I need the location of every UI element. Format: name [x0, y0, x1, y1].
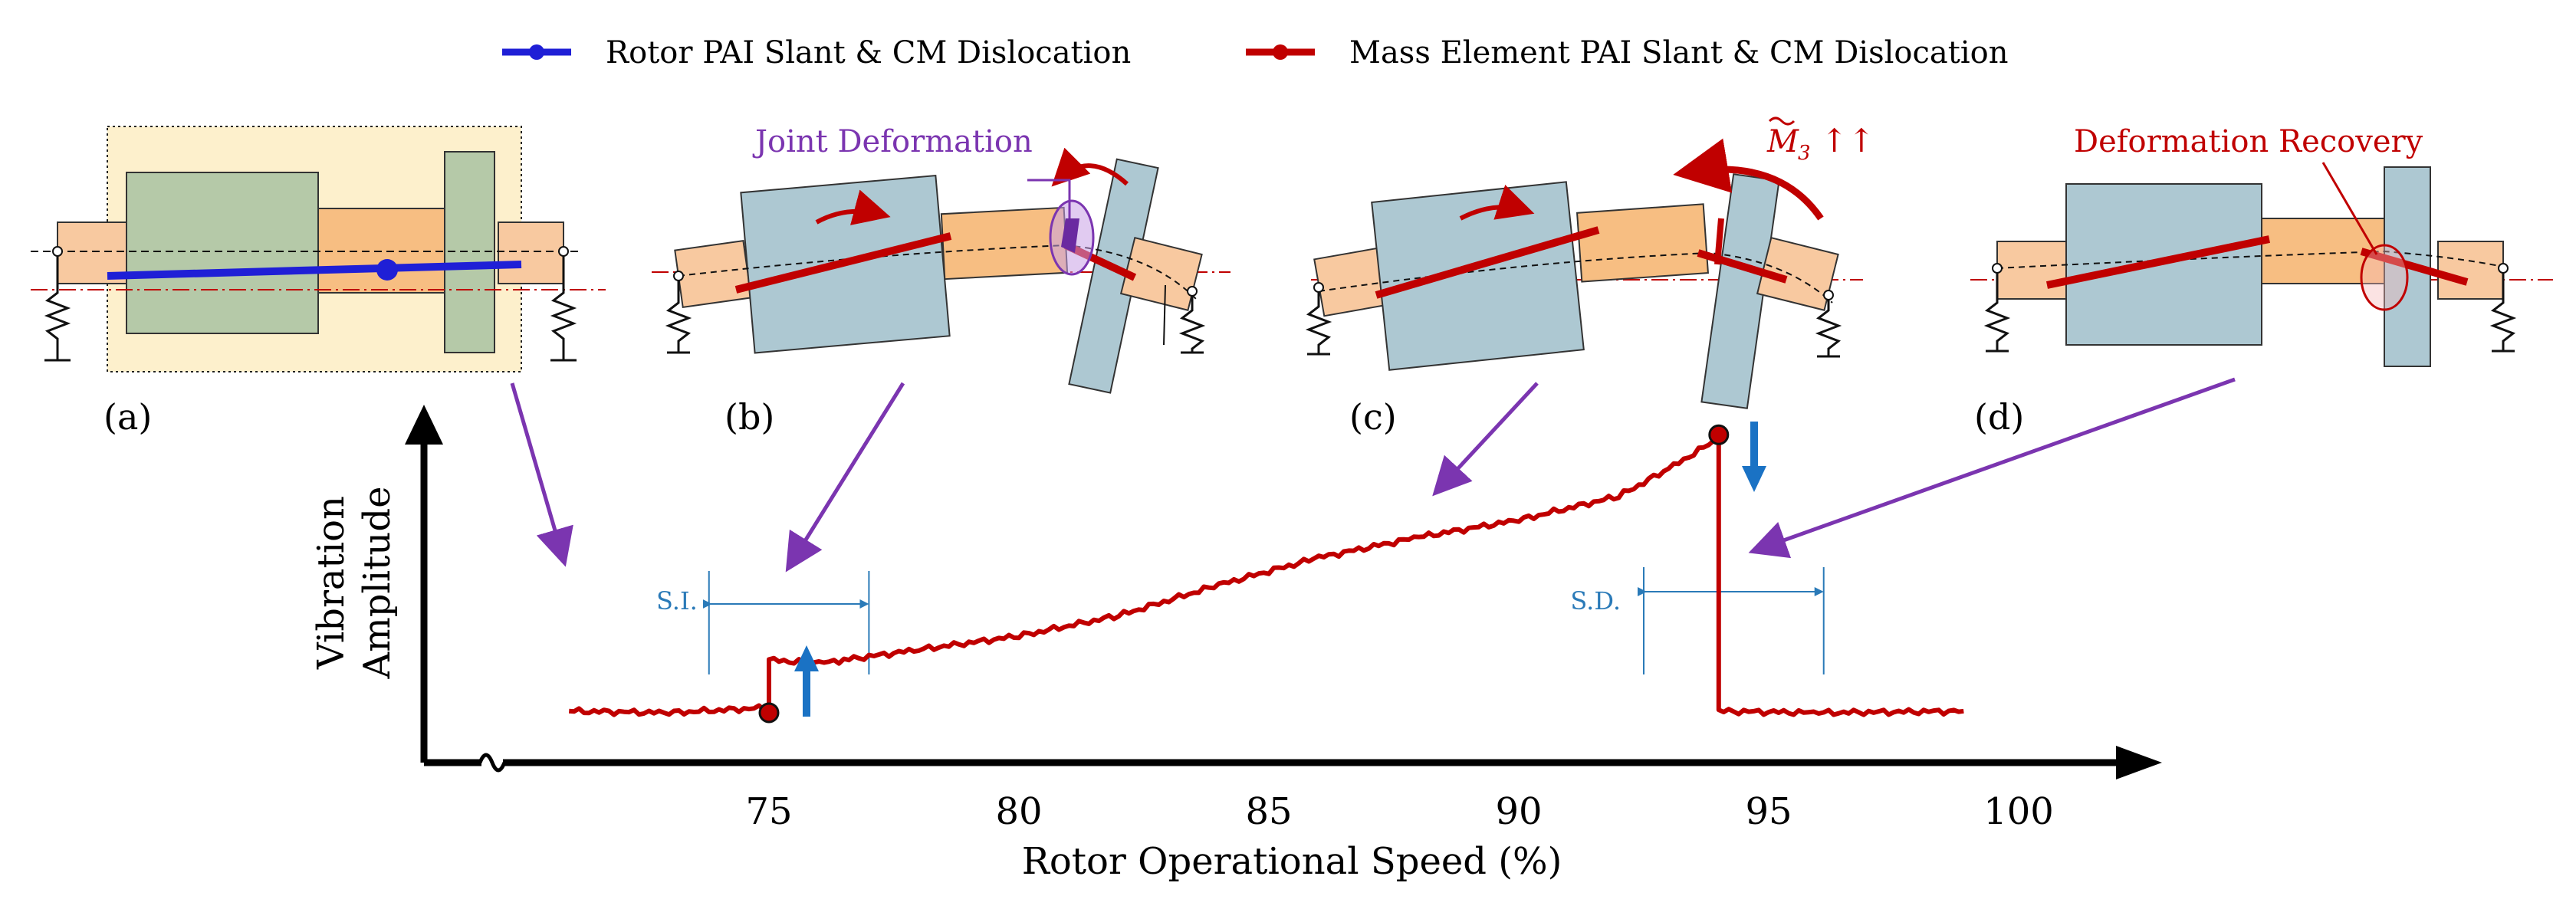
panel-c-left-spring-icon — [1305, 292, 1332, 356]
panel-d-left-bearing-icon — [1992, 263, 2003, 274]
y-axis-label-line1: Vibration — [310, 496, 353, 670]
jump-down-head — [1742, 466, 1766, 492]
panel-c-rotor-tilt-line — [1375, 226, 1600, 299]
legend-mass-label: Mass Element PAI Slant & CM Dislocation — [1349, 35, 2008, 71]
panel-c-mass-tilt-line — [1697, 249, 1788, 284]
panel-b-deflection-line — [678, 244, 1197, 300]
legend: Rotor PAI Slant & CM Dislocation Mass El… — [502, 35, 2008, 71]
panel-d: Deformation Recovery (d) — [1970, 124, 2553, 438]
x-tick-label: 90 — [1495, 790, 1542, 833]
panel-c-shaft-middle — [1576, 203, 1710, 283]
pointer-arrow-b — [785, 382, 905, 573]
panel-a-rotor-cm-marker — [376, 259, 398, 281]
x-tick-labels: 75 80 85 90 95 100 — [745, 790, 2053, 833]
panel-a-left-spring-icon — [44, 256, 71, 362]
panel-b-right-bearing-icon — [1187, 286, 1198, 297]
legend-mass-marker — [1273, 44, 1288, 60]
legend-rotor-label: Rotor PAI Slant & CM Dislocation — [606, 35, 1131, 71]
panel-d-recovery-ellipse — [2360, 244, 2409, 311]
si-region: S.I. — [656, 571, 870, 674]
panel-c-left-bearing-icon — [1313, 282, 1324, 293]
sd-region: S.D. — [1570, 567, 1825, 674]
x-tick-label: 85 — [1245, 790, 1292, 833]
panel-a-right-shaft-end — [498, 222, 564, 284]
panel-d-right-spring-icon — [2489, 273, 2517, 353]
panel-c-right-spring-icon — [1815, 300, 1842, 358]
moment-arrows: ↑↑ — [1821, 122, 1875, 159]
x-tick-label: 95 — [1745, 790, 1792, 833]
panel-b: Joint Deformation (b) — [652, 124, 1230, 438]
panel-d-deflection-line — [1996, 250, 2504, 269]
panel-b-shaft-middle — [940, 206, 1069, 281]
panel-b-right-shaft-end — [1119, 237, 1203, 311]
pointer-arrow-d — [1748, 377, 2236, 559]
x-tick-label: 100 — [1983, 790, 2054, 833]
x-tick-label: 75 — [745, 790, 792, 833]
panel-c-joint-mark — [1714, 218, 1724, 265]
pointer-arrow-c — [1432, 382, 1539, 497]
x-axis-label: Rotor Operational Speed (%) — [1022, 840, 1562, 883]
panel-d-right-shaft-end — [2437, 241, 2504, 300]
panel-a-right-bearing-icon — [558, 246, 569, 257]
pointer-arrows — [510, 377, 2236, 573]
panel-c-deflection-line — [1318, 251, 1833, 304]
panel-d-mass-tilt-line — [2360, 248, 2469, 286]
transition-marker — [758, 702, 780, 724]
panel-d-left-shaft-end — [1996, 241, 2067, 300]
transition-marker — [1708, 424, 1730, 445]
panel-c: M 3 ↑↑ (c) — [1305, 116, 1875, 438]
panel-c-label: (c) — [1349, 396, 1397, 438]
x-axis-arrowhead — [2116, 746, 2162, 779]
panel-b-label: (b) — [724, 396, 774, 438]
panel-b-right-spring-icon — [1178, 296, 1206, 354]
joint-deformation-label: Joint Deformation — [752, 124, 1033, 159]
panel-d-rotor-tilt-line — [2045, 235, 2271, 289]
moment-tilde — [1768, 116, 1796, 126]
si-label: S.I. — [656, 586, 698, 615]
panel-a-rotor-disk — [126, 172, 319, 334]
panel-d-label: (d) — [1974, 396, 2024, 438]
panel-c-moment-arrow — [1673, 138, 1824, 221]
panel-c-right-bearing-icon — [1823, 290, 1834, 300]
panel-b-joint-leader — [1027, 179, 1071, 218]
panel-a-right-spring-icon — [550, 256, 577, 362]
panel-a-rotor-axis-line — [107, 261, 522, 280]
panel-b-left-shaft-end — [674, 239, 752, 309]
sd-label: S.D. — [1570, 586, 1621, 615]
pointer-arrow-a — [510, 382, 573, 567]
panel-b-left-spring-icon — [665, 281, 692, 354]
jump-arrow-down — [1742, 422, 1766, 492]
panel-b-rotation-arrow — [815, 189, 891, 225]
y-axis-arrowhead — [405, 405, 443, 445]
vibration-chart: 75 80 85 90 95 100 Rotor Operational Speed (%… — [310, 405, 2162, 883]
panel-a-left-bearing-icon — [52, 246, 63, 257]
panel-c-rotation-arrow — [1459, 185, 1535, 221]
panel-d-right-bearing-icon — [2498, 263, 2509, 274]
legend-rotor-marker — [529, 44, 544, 60]
jump-arrow-up — [794, 645, 819, 717]
panel-b-rotor-tilt-line — [734, 232, 952, 294]
moment-symbol: M — [1766, 124, 1799, 159]
panel-c-right-shaft-end — [1756, 237, 1839, 311]
moment-subscript: 3 — [1798, 142, 1811, 165]
panel-b-left-bearing-icon — [673, 271, 684, 281]
axis-break-icon — [478, 753, 507, 773]
panel-d-left-spring-icon — [1983, 273, 2011, 353]
panel-a: (a) — [31, 126, 606, 438]
panel-b-moment-arrow — [1051, 147, 1129, 187]
vibration-curve — [568, 435, 1964, 717]
y-axis-label-line2: Amplitude — [356, 487, 399, 680]
panel-b-right-bearing-post — [1163, 284, 1166, 346]
transition-markers — [758, 424, 1730, 724]
panel-b-joint-wedge — [1061, 218, 1079, 253]
jump-up-head — [794, 645, 819, 671]
panel-d-recovery-leader — [2321, 162, 2378, 255]
deformation-recovery-label: Deformation Recovery — [2074, 124, 2423, 159]
panel-c-rotor-disk — [1371, 181, 1585, 371]
panel-a-label: (a) — [104, 396, 152, 438]
x-tick-label: 80 — [995, 790, 1042, 833]
